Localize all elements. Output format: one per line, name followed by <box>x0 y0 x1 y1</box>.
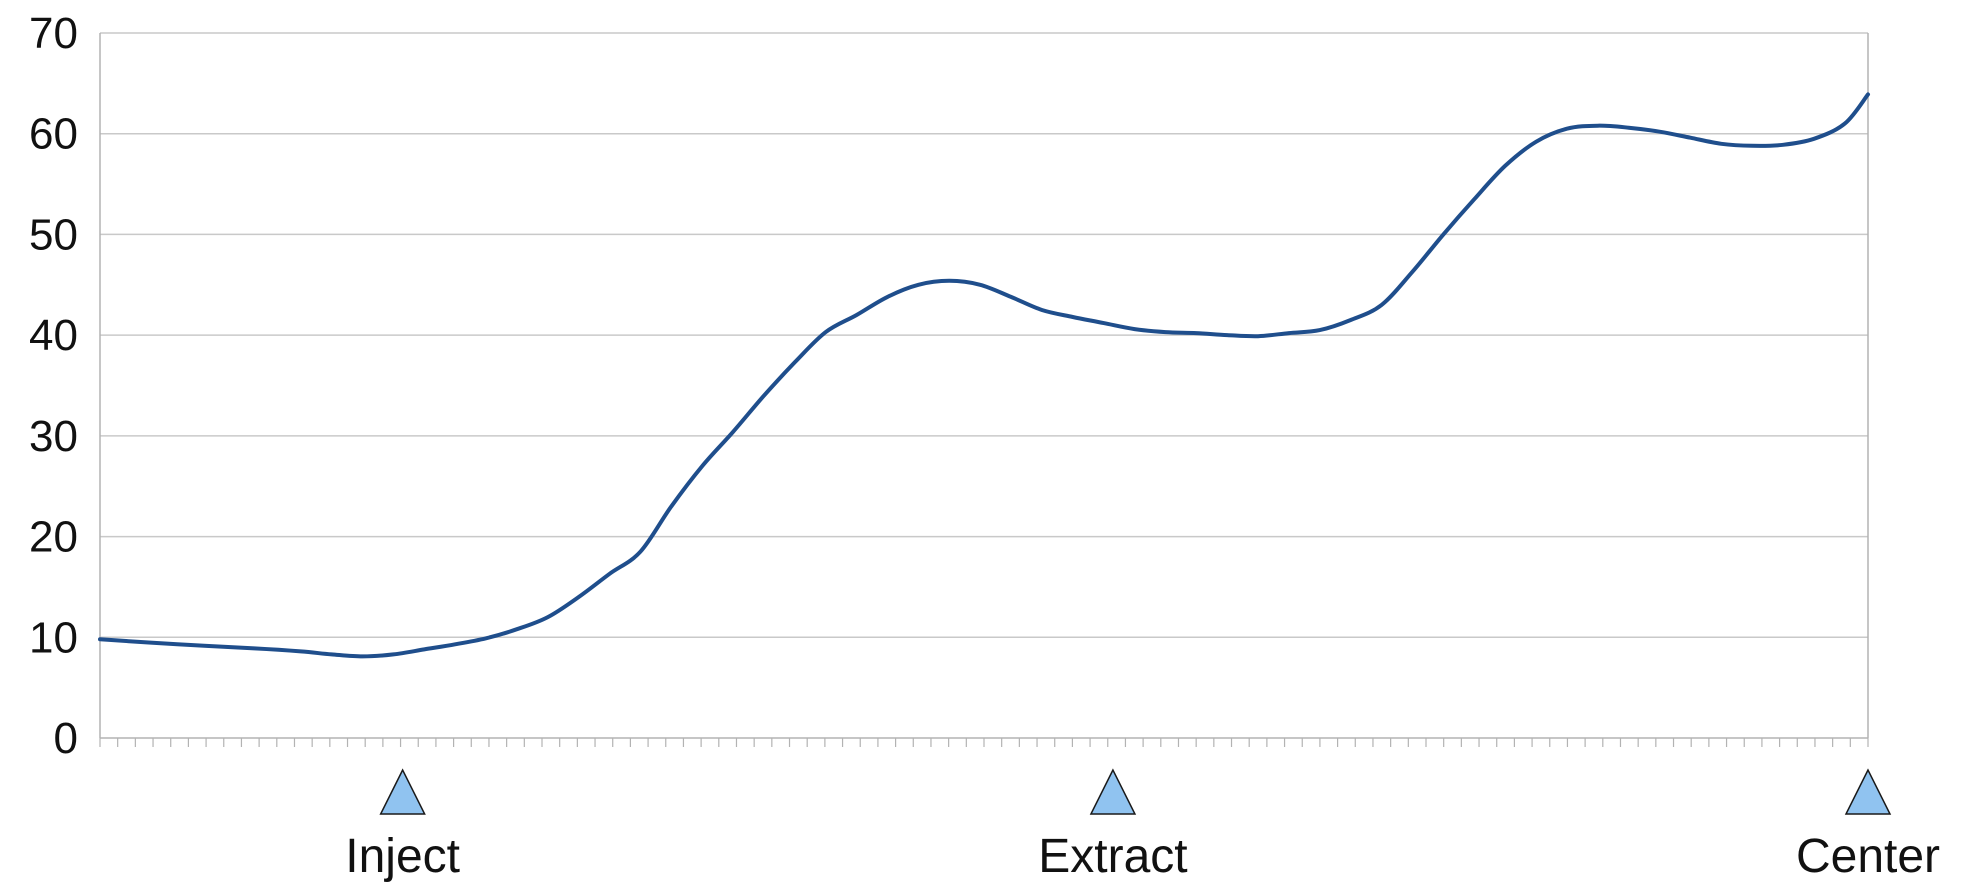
y-tick-label: 0 <box>54 714 78 763</box>
event-marker-label: Inject <box>345 830 460 883</box>
y-tick-label: 50 <box>29 210 78 259</box>
event-marker-label: Center <box>1796 830 1940 883</box>
event-marker-triangle <box>1844 768 1892 815</box>
event-marker-triangle <box>1089 768 1137 815</box>
series-layer <box>98 92 1870 659</box>
event-marker-triangle <box>379 768 426 815</box>
axis-layer: 0 10 20 30 40 50 60 70 <box>29 9 1869 763</box>
y-tick-label: 60 <box>29 110 78 159</box>
y-tick-label: 70 <box>29 9 78 58</box>
marker-layer: Inject Extract Center <box>345 768 1940 883</box>
grid-layer <box>100 32 1868 639</box>
y-tick-label: 30 <box>29 412 78 461</box>
y-tick-label: 10 <box>29 613 78 662</box>
y-tick-label: 20 <box>29 513 78 562</box>
series-line-0 <box>98 92 1870 659</box>
event-marker-label: Extract <box>1038 830 1187 883</box>
y-tick-label: 40 <box>29 311 78 360</box>
